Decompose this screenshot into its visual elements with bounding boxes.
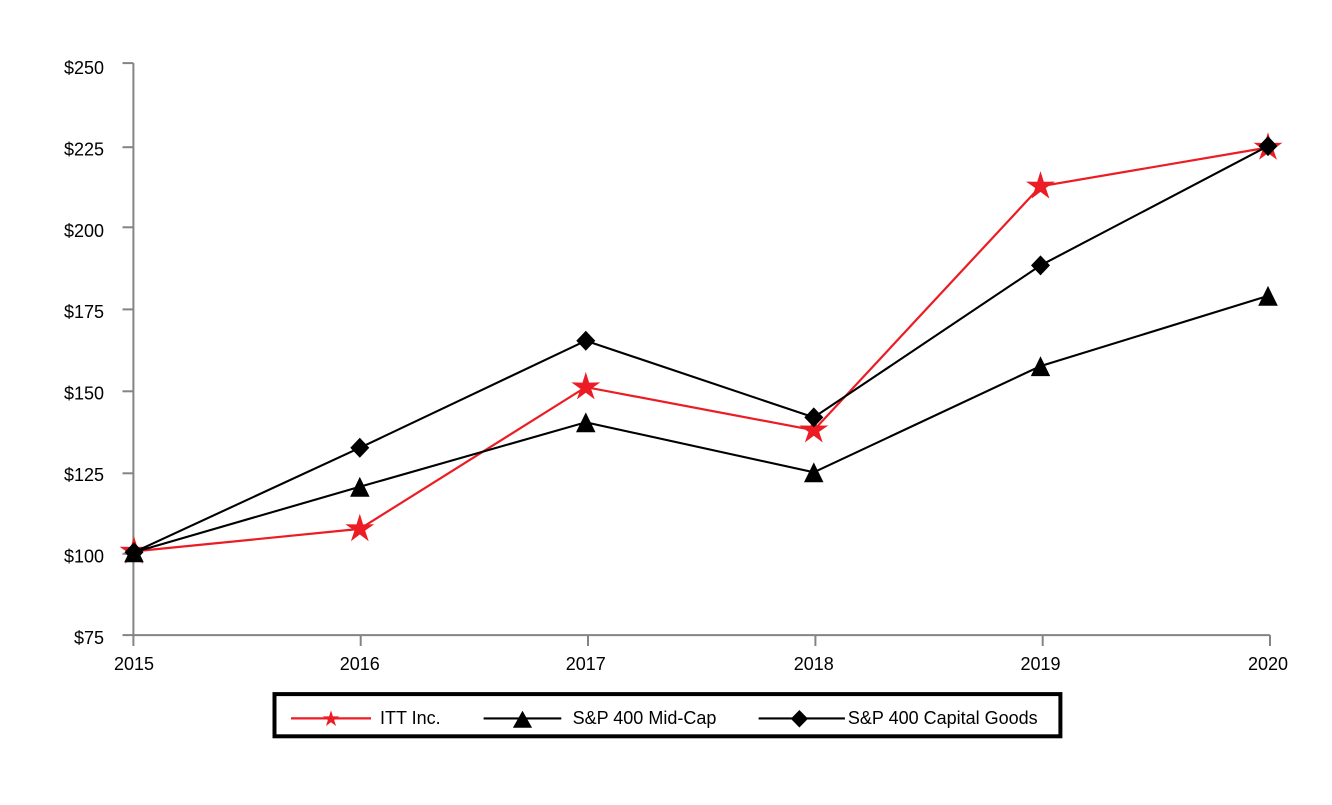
svg-text:2015: 2015 (114, 654, 154, 674)
svg-text:$250: $250 (64, 58, 104, 78)
svg-text:$100: $100 (64, 547, 104, 567)
svg-text:S&P 400 Capital Goods: S&P 400 Capital Goods (848, 708, 1038, 728)
svg-text:$75: $75 (74, 628, 104, 648)
svg-text:$125: $125 (64, 465, 104, 485)
svg-text:ITT Inc.: ITT Inc. (380, 708, 441, 728)
svg-text:$200: $200 (64, 221, 104, 241)
svg-text:$225: $225 (64, 139, 104, 159)
svg-text:S&P 400 Mid-Cap: S&P 400 Mid-Cap (573, 708, 717, 728)
svg-text:2018: 2018 (794, 654, 834, 674)
svg-text:2019: 2019 (1020, 654, 1060, 674)
svg-text:2017: 2017 (566, 654, 606, 674)
svg-text:$175: $175 (64, 302, 104, 322)
svg-text:2016: 2016 (340, 654, 380, 674)
svg-text:2020: 2020 (1248, 654, 1288, 674)
svg-text:$150: $150 (64, 384, 104, 404)
